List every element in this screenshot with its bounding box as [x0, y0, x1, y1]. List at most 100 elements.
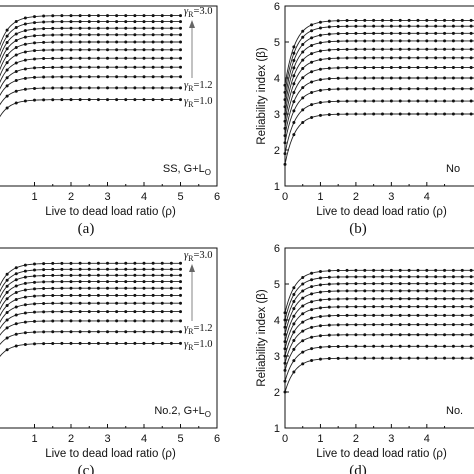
data-point [23, 311, 27, 315]
data-point [301, 86, 305, 90]
data-point [60, 310, 64, 314]
data-point [14, 20, 18, 24]
data-point [60, 26, 64, 30]
data-point [179, 310, 182, 314]
data-point [60, 280, 64, 284]
data-point [460, 47, 464, 51]
data-point [451, 31, 455, 35]
data-point [301, 108, 305, 112]
data-point [407, 24, 411, 28]
series-line [0, 294, 181, 317]
data-point [398, 297, 402, 301]
data-point [318, 33, 322, 37]
data-point [151, 319, 155, 323]
data-point [318, 270, 322, 274]
y-tick-label: 5 [274, 279, 280, 291]
data-point [115, 267, 119, 271]
data-point [318, 334, 322, 338]
data-point [469, 76, 473, 80]
data-point [443, 87, 447, 91]
data-point [372, 282, 376, 286]
data-point [133, 267, 137, 271]
data-point [169, 273, 173, 277]
data-point [443, 268, 447, 272]
data-point [318, 20, 322, 24]
data-point [106, 75, 109, 79]
data-point [381, 76, 384, 80]
data-point [301, 362, 305, 366]
data-point [460, 356, 464, 360]
data-point [381, 268, 384, 272]
data-point [5, 348, 9, 352]
data-point [451, 66, 455, 70]
data-point [345, 282, 349, 286]
data-point [169, 267, 173, 271]
data-point [310, 358, 314, 362]
data-point [327, 87, 331, 91]
data-point [69, 273, 73, 277]
data-point [416, 333, 420, 337]
case-label: SS, G+LO [163, 163, 211, 177]
data-point [23, 263, 27, 267]
data-point [133, 75, 137, 79]
data-point [78, 330, 82, 334]
series-line [284, 290, 474, 335]
data-point [381, 289, 384, 293]
data-point [78, 20, 82, 24]
y-tick-label: 2 [274, 145, 280, 157]
data-point [78, 56, 82, 60]
data-point [133, 280, 137, 284]
data-point [124, 48, 128, 52]
case-label: No. [446, 405, 463, 417]
data-point [336, 112, 340, 116]
data-point [460, 305, 464, 309]
data-point [142, 273, 146, 277]
data-point [363, 87, 367, 91]
data-point [434, 268, 438, 272]
data-point [407, 99, 411, 103]
data-point [381, 297, 384, 301]
data-point [434, 333, 438, 337]
data-point [381, 356, 384, 360]
data-point [23, 269, 27, 273]
data-point [96, 14, 100, 18]
data-point [23, 342, 27, 346]
data-point [78, 261, 82, 265]
gamma-value: =1.0 [193, 339, 212, 350]
data-point [133, 56, 137, 60]
data-point [327, 282, 331, 286]
data-point [142, 319, 146, 323]
data-point [310, 316, 314, 320]
data-point [443, 24, 447, 28]
series-line [284, 306, 474, 349]
y-tick-label: 1 [274, 181, 280, 193]
data-point [142, 14, 146, 18]
data-point [106, 319, 109, 323]
data-point [33, 262, 36, 266]
data-point [363, 297, 367, 301]
data-point [78, 65, 82, 69]
data-point [292, 100, 296, 104]
data-point [106, 261, 109, 265]
data-point [78, 301, 82, 305]
data-point [460, 275, 464, 279]
data-point [372, 344, 376, 348]
data-point [115, 65, 119, 69]
data-point [133, 26, 137, 30]
data-point [133, 293, 137, 297]
data-point [69, 33, 73, 37]
data-point [398, 313, 402, 317]
data-point [389, 268, 393, 272]
data-point [354, 305, 358, 309]
x-tick-label: 3 [104, 191, 110, 203]
data-point [78, 75, 82, 79]
data-point [345, 344, 349, 348]
x-tick-label: 4 [424, 191, 430, 203]
data-point [78, 48, 82, 52]
data-point [460, 268, 464, 272]
data-point [354, 275, 358, 279]
data-point [336, 305, 340, 309]
data-point [345, 289, 349, 293]
data-point [60, 56, 64, 60]
data-point [124, 310, 128, 314]
